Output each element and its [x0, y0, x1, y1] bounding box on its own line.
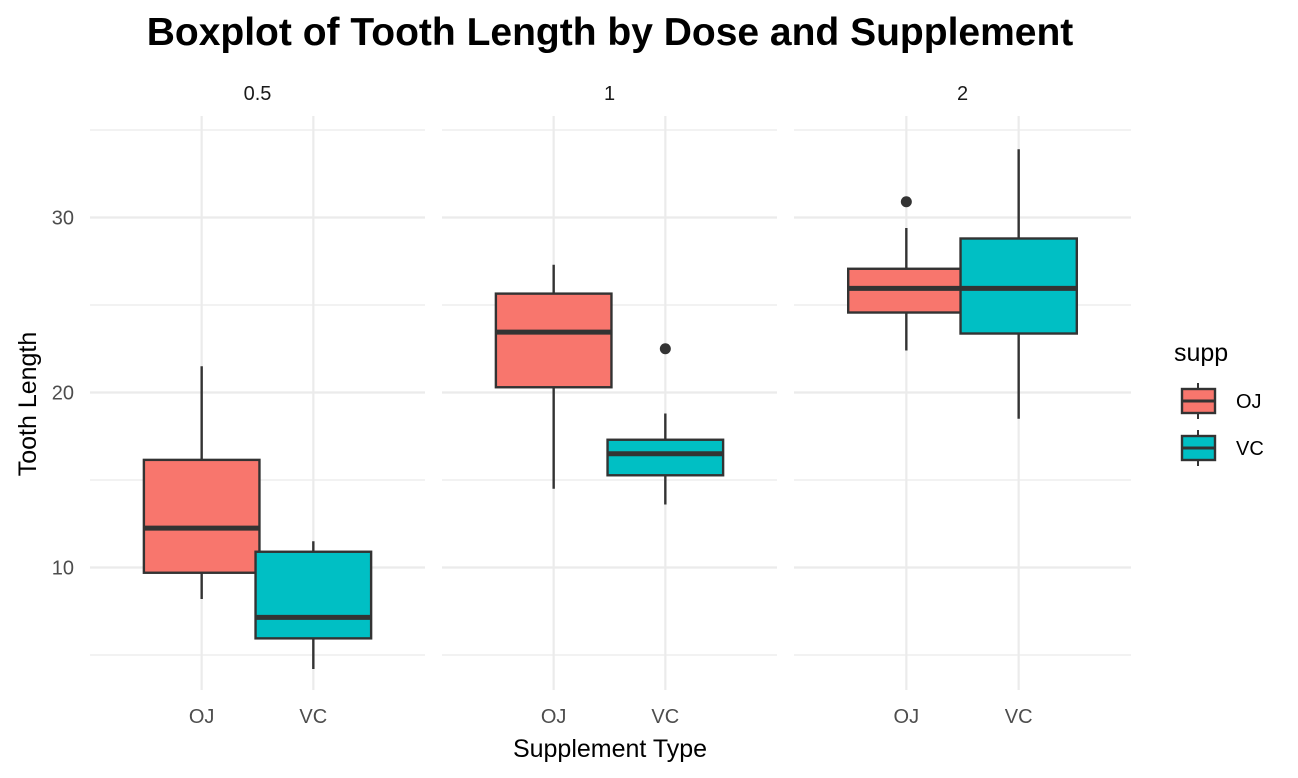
- box-1-VC: [606, 343, 725, 505]
- facet-strip-label: 1: [604, 83, 615, 105]
- chart-title: Boxplot of Tooth Length by Dose and Supp…: [147, 11, 1074, 54]
- box-iqr: [606, 438, 725, 477]
- x-tick-label: VC: [651, 706, 679, 728]
- outlier-point: [659, 343, 671, 355]
- legend-key-VC: [1180, 430, 1217, 466]
- box-iqr: [494, 292, 613, 389]
- facet-strip-label: 2: [957, 83, 968, 105]
- legend-label: OJ: [1236, 391, 1262, 413]
- x-tick-label: OJ: [189, 706, 215, 728]
- facet-panel-2: 2 OJ VC: [794, 83, 1131, 728]
- box-iqr: [142, 458, 261, 574]
- x-tick-label: OJ: [894, 706, 920, 728]
- facet-panel-1: 1 OJ VC: [442, 83, 777, 728]
- box-1-OJ: [494, 264, 613, 489]
- box-0.5-OJ: [142, 366, 261, 599]
- facet-strip-label: 0.5: [244, 83, 272, 105]
- y-tick-label: 10: [52, 558, 74, 580]
- legend-key-OJ: [1180, 383, 1217, 419]
- box-iqr: [254, 550, 373, 640]
- box-2-VC: [959, 149, 1078, 419]
- y-tick-label: 20: [52, 383, 74, 405]
- y-axis-title: Tooth Length: [14, 332, 42, 477]
- legend-title: supp: [1174, 339, 1228, 367]
- outlier-point: [900, 196, 912, 208]
- x-axis-title: Supplement Type: [513, 735, 707, 763]
- box-0.5-VC: [254, 541, 373, 669]
- facet-panel-0.5: 0.5 OJ VC: [90, 83, 425, 728]
- legend-label: VC: [1236, 438, 1264, 460]
- legend: supp OJ VC: [1174, 339, 1264, 466]
- y-tick-label: 30: [52, 208, 74, 230]
- facet-panels: 0.5 OJ VC 1 OJ VC 2 OJ VC: [90, 83, 1131, 728]
- y-axis: 10 20 30: [52, 208, 74, 580]
- x-tick-label: VC: [1005, 706, 1033, 728]
- x-tick-label: OJ: [541, 706, 567, 728]
- x-tick-label: VC: [299, 706, 327, 728]
